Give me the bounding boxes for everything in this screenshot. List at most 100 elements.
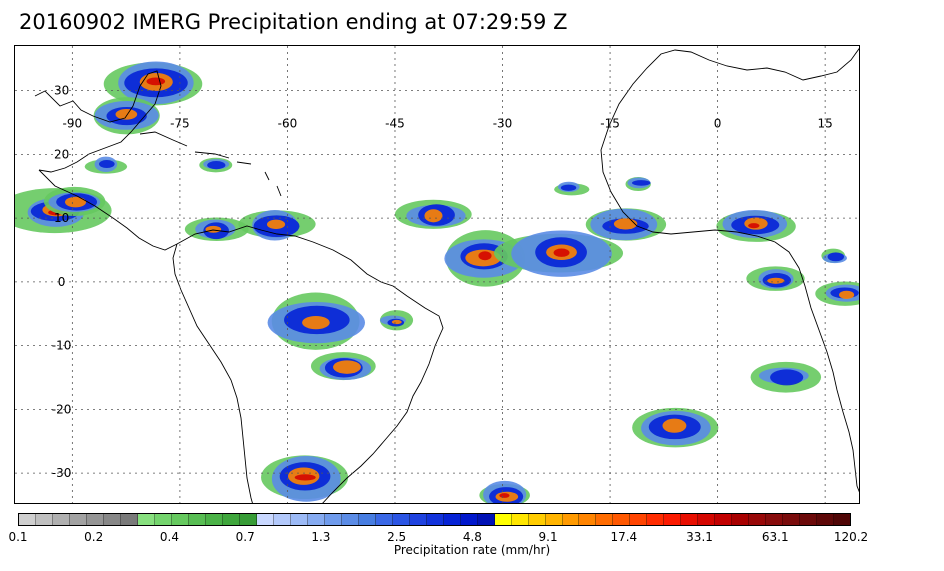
longitude-tick-label: -90 <box>63 117 83 131</box>
colorbar-tick-label: 0.1 <box>8 530 28 544</box>
map-title: 20160902 IMERG Precipitation ending at 0… <box>19 10 568 34</box>
colorbar-segment <box>817 514 835 525</box>
precipitation-cell <box>499 493 510 498</box>
latitude-tick-label: 10 <box>54 211 69 225</box>
colorbar-segment <box>579 514 597 525</box>
colorbar-tick-label: 33.1 <box>686 530 713 544</box>
colorbar-segment <box>443 514 461 525</box>
precipitation-cell <box>631 180 651 186</box>
colorbar-segment <box>647 514 665 525</box>
precipitation-cell <box>560 184 577 191</box>
colorbar-segment <box>239 514 257 525</box>
colorbar-segment <box>52 514 70 525</box>
colorbar-segment <box>494 514 512 525</box>
precipitation-cell <box>146 77 166 86</box>
precipitation-cell <box>98 160 115 168</box>
coastline-south-america <box>176 225 444 503</box>
colorbar-segment <box>375 514 393 525</box>
colorbar-segment <box>613 514 631 525</box>
longitude-labels: -90 -75 -60 -45 -30 -15 0 15 <box>63 117 833 131</box>
longitude-tick-label: -30 <box>493 117 513 131</box>
colorbar-tick-label: 2.5 <box>387 530 407 544</box>
precipitation-cell <box>64 196 87 208</box>
colorbar-segment <box>545 514 563 525</box>
colorbar-segment <box>664 514 682 525</box>
longitude-tick-label: -45 <box>385 117 405 131</box>
colorbar-segment <box>477 514 495 525</box>
colorbar-segment <box>715 514 733 525</box>
map-canvas: -90 -75 -60 -45 -30 -15 0 15 30 20 10 0 -10 -20 -30 <box>15 46 859 503</box>
precipitation-layer <box>15 61 859 503</box>
colorbar-segment <box>35 514 53 525</box>
colorbar-segment <box>800 514 818 525</box>
precipitation-cell <box>662 418 687 433</box>
colorbar-segment <box>188 514 206 525</box>
latitude-tick-label: -30 <box>52 466 72 480</box>
precipitation-cell <box>613 218 638 230</box>
colorbar-tick-label: 0.4 <box>159 530 179 544</box>
colorbar-tick-label: 0.7 <box>235 530 255 544</box>
precipitation-cell <box>333 360 361 374</box>
colorbar-tick-label: 120.2 <box>833 530 869 544</box>
precipitation-cell <box>302 315 330 330</box>
colorbar-segment <box>86 514 104 525</box>
precipitation-cell <box>391 319 402 325</box>
colorbar-segment <box>341 514 359 525</box>
colorbar-segment <box>562 514 580 525</box>
colorbar-segment <box>630 514 648 525</box>
colorbar-segment <box>749 514 767 525</box>
colorbar-tick-label: 9.1 <box>538 530 558 544</box>
longitude-tick-label: -15 <box>600 117 620 131</box>
precipitation-cell <box>115 109 138 120</box>
precipitation-cell <box>424 209 443 223</box>
colorbar-segment <box>256 514 274 525</box>
colorbar-segment <box>783 514 801 525</box>
colorbar-segment <box>273 514 291 525</box>
colorbar-segment <box>154 514 172 525</box>
colorbar-segment <box>392 514 410 525</box>
colorbar-tick-label: 4.8 <box>462 530 482 544</box>
colorbar-tick-label: 1.3 <box>311 530 331 544</box>
colorbar-segment <box>596 514 614 525</box>
latitude-tick-label: -10 <box>52 339 72 353</box>
longitude-tick-label: 15 <box>818 117 833 131</box>
colorbar-segment <box>766 514 784 525</box>
colorbar <box>18 513 851 526</box>
colorbar-segment <box>460 514 478 525</box>
latitude-tick-label: 30 <box>54 84 69 98</box>
precipitation-cell <box>478 251 492 261</box>
colorbar-segment <box>205 514 223 525</box>
precipitation-cell <box>839 290 855 299</box>
colorbar-segment <box>732 514 750 525</box>
latitude-tick-label: -20 <box>52 402 72 416</box>
colorbar-segment <box>528 514 546 525</box>
colorbar-segment <box>307 514 325 525</box>
latitude-labels: 30 20 10 0 -10 -20 -30 <box>52 84 72 481</box>
colorbar-segment <box>137 514 155 525</box>
colorbar-segment <box>834 514 851 525</box>
colorbar-tick-label: 63.1 <box>761 530 789 544</box>
coastline-africa <box>600 48 859 493</box>
precipitation-cell <box>266 219 286 230</box>
precipitation-cell <box>294 474 316 481</box>
precipitation-cell <box>770 369 804 386</box>
colorbar-segment <box>358 514 376 525</box>
colorbar-segment <box>681 514 699 525</box>
coastline-north-america <box>34 70 162 173</box>
precipitation-cell <box>827 252 845 262</box>
colorbar-segment <box>171 514 189 525</box>
precipitation-cell <box>767 277 785 284</box>
colorbar-tick-label: 0.2 <box>84 530 104 544</box>
colorbar-segment <box>19 514 36 525</box>
graticule <box>15 46 859 503</box>
latitude-tick-label: 20 <box>54 147 69 161</box>
coastline-central-america <box>38 169 178 251</box>
precipitation-cell <box>748 223 760 229</box>
colorbar-segment <box>120 514 138 525</box>
precipitation-map: -90 -75 -60 -45 -30 -15 0 15 30 20 10 0 -10 -20 -30 <box>14 45 860 504</box>
colorbar-segment <box>698 514 716 525</box>
precipitation-cell <box>205 225 222 233</box>
colorbar-segment <box>103 514 121 525</box>
colorbar-tick-label: 17.4 <box>610 530 638 544</box>
colorbar-segment <box>222 514 240 525</box>
